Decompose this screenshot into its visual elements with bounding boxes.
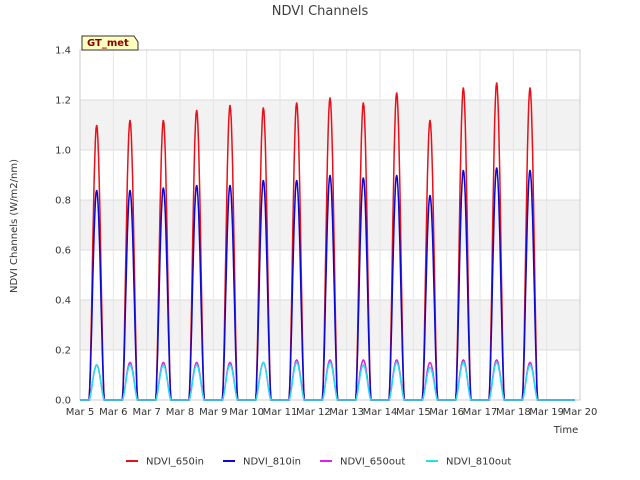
y-tick-label: 0.2 xyxy=(55,346,71,357)
legend: NDVI_650in NDVI_810in NDVI_650out NDVI_810o… xyxy=(126,457,511,468)
chart-title: NDVI Channels xyxy=(272,4,369,19)
y-axis-ticks: 0.0 0.2 0.4 0.6 0.8 1.0 1.2 1.4 xyxy=(55,46,71,407)
y-tick-label: 0.4 xyxy=(55,296,71,307)
x-tick-label: Mar 15 xyxy=(396,407,431,418)
background-band xyxy=(80,100,580,150)
x-tick-label: Mar 9 xyxy=(199,407,227,418)
legend-label-ndvi-810in: NDVI_810in xyxy=(243,457,301,468)
x-tick-label: Mar 7 xyxy=(132,407,160,418)
background-band xyxy=(80,200,580,250)
background-band xyxy=(80,300,580,350)
x-tick-label: Mar 5 xyxy=(66,407,94,418)
x-tick-label: Mar 8 xyxy=(166,407,194,418)
badge-label: GT_met xyxy=(87,38,129,49)
legend-label-ndvi-650out: NDVI_650out xyxy=(340,457,405,468)
y-tick-label: 1.4 xyxy=(55,46,71,57)
legend-label-ndvi-810out: NDVI_810out xyxy=(446,457,511,468)
badge-box xyxy=(81,35,139,51)
y-tick-label: 1.2 xyxy=(55,96,71,107)
plot-frame xyxy=(79,49,581,401)
x-tick-label: Mar 6 xyxy=(99,407,127,418)
x-tick-label: Mar 17 xyxy=(463,407,498,418)
series-line-ndvi-810out xyxy=(80,361,575,401)
x-tick-label: Mar 13 xyxy=(329,407,364,418)
legend-label-ndvi-650in: NDVI_650in xyxy=(146,457,204,468)
plot-background-bands xyxy=(80,100,580,350)
x-tick-label: Mar 11 xyxy=(263,407,298,418)
x-tick-label: Mar 16 xyxy=(429,407,464,418)
x-tick-label: Mar 19 xyxy=(529,407,564,418)
x-tick-label: Mar 12 xyxy=(296,407,331,418)
y-tick-label: 0.6 xyxy=(55,246,71,257)
y-axis-label: NDVI Channels (W/m2/nm) xyxy=(9,159,20,293)
y-tick-label: 1.0 xyxy=(55,146,71,157)
x-tick-label: Mar 10 xyxy=(229,407,264,418)
x-axis-label: Time xyxy=(553,425,578,436)
grid-lines xyxy=(79,49,581,401)
series-lines xyxy=(80,82,575,401)
y-tick-label: 0.0 xyxy=(55,396,71,407)
x-tick-label: Mar 14 xyxy=(363,407,398,418)
x-tick-label: Mar 20 xyxy=(563,407,598,418)
y-tick-label: 0.8 xyxy=(55,196,71,207)
x-tick-label: Mar 18 xyxy=(496,407,531,418)
gt-met-badge: GT_met xyxy=(81,35,139,51)
